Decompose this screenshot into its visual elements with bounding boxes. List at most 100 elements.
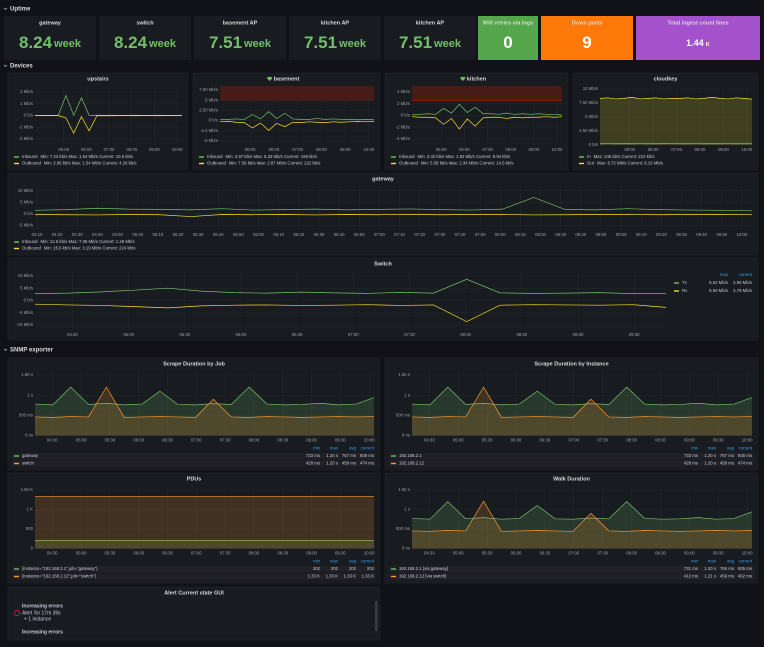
y-tick-label: 10 Mb/s [18, 273, 33, 278]
x-tick-label: 09:30 [629, 332, 640, 337]
x-tick-label: 07:50 [475, 232, 486, 237]
series-area [35, 387, 374, 436]
x-tick-label: 06:20 [293, 232, 304, 237]
legend-row [12, 565, 376, 573]
legend-stats: Max: 8.72 Mb/s Current: 8.16 Mb/s [597, 161, 663, 166]
y-tick-label: -5 Mb/s [19, 223, 33, 228]
legend-header: current [739, 446, 753, 451]
stat-panel [289, 16, 381, 60]
alert-more: + 1 instance [24, 616, 51, 622]
x-tick-label: 10:00 [737, 232, 748, 237]
series-line [411, 386, 753, 406]
panel [7, 586, 381, 641]
scrollbar [375, 601, 378, 631]
x-tick-label: 09:00 [528, 147, 539, 152]
x-tick-label: 09:40 [696, 232, 707, 237]
x-tick-label: 07:30 [597, 551, 608, 556]
x-tick-label: 08:00 [316, 147, 327, 152]
x-tick-label: 09:00 [684, 438, 695, 443]
panel [384, 357, 759, 471]
x-tick-label: 05:00 [58, 147, 69, 152]
x-tick-label: 07:40 [455, 232, 466, 237]
legend-swatch [14, 575, 19, 578]
y-tick-label: 1.50 s [398, 372, 410, 377]
x-tick-label: 10:00 [742, 438, 753, 443]
legend-name: gateway [22, 453, 39, 458]
y-tick-label: 0 ns [402, 433, 410, 438]
legend-value: 459 ms [720, 574, 734, 579]
x-tick-label: 06:30 [540, 438, 551, 443]
x-tick-label: 09:00 [306, 551, 317, 556]
legend-header: min [313, 446, 321, 451]
x-tick-label: 09:30 [713, 438, 724, 443]
legend-stats: Min: 3.32 kb/s Max: 1.92 Mb/s Current: 8… [418, 154, 511, 159]
panel-title: Walk Duration [553, 476, 590, 482]
panel [572, 72, 759, 171]
panel-title: upstairs [87, 76, 108, 82]
y-tick-label: 0 b/s [24, 298, 33, 303]
y-tick-label: 0 [31, 546, 34, 551]
x-tick-label: 06:30 [162, 551, 173, 556]
legend-swatch [14, 241, 19, 243]
row-title: Devices [10, 64, 33, 70]
x-tick-label: 04:10 [32, 232, 43, 237]
x-tick-label: 07:00 [104, 147, 115, 152]
legend-value: 412 ms [684, 574, 698, 579]
y-tick-label: 500 ms [19, 412, 33, 417]
panel [384, 472, 759, 584]
threshold-region [412, 86, 562, 101]
series-area [35, 496, 374, 549]
y-tick-label: -2.5 Mb/s [200, 128, 218, 133]
x-tick-label: 09:30 [335, 438, 346, 443]
series-line [34, 278, 666, 294]
stat-value: 7.51 week [209, 33, 272, 52]
x-tick-label: 06:50 [354, 232, 365, 237]
x-tick-label: 10:00 [172, 147, 183, 152]
x-tick-label: 06:00 [133, 551, 144, 556]
legend-header: avg [349, 446, 357, 451]
legend-value: 1.33 K [344, 574, 357, 579]
legend-name: 192.168.2.12 [399, 461, 425, 466]
legend-row [12, 573, 376, 580]
x-tick-label: 07:20 [414, 232, 425, 237]
legend-row [12, 460, 376, 467]
legend-stats: Min: 12.6 kb/s Max: 7.05 Mb/s Current: 1… [41, 239, 135, 244]
series-area [600, 97, 752, 145]
legend-swatch [199, 162, 204, 165]
y-tick-label: 0 ns [25, 433, 33, 438]
y-tick-label: 7.50 Mb/s [199, 87, 218, 92]
legend-value: 202 [349, 566, 357, 571]
x-tick-label: 08:30 [655, 438, 666, 443]
series-area [412, 501, 752, 549]
x-tick-label: 05:40 [213, 232, 224, 237]
x-tick-label: 07:00 [482, 147, 493, 152]
legend-stats: Max: 245 kb/s Current: 222 kb/s [594, 154, 655, 159]
panel [7, 472, 381, 584]
x-tick-label: 08:00 [626, 438, 637, 443]
series-line [34, 213, 753, 217]
panel-title: kitchen [467, 76, 487, 82]
series-line [219, 111, 375, 121]
legend-value: 1.33 K [326, 574, 339, 579]
legend-header: avg [727, 559, 735, 564]
x-tick-label: 09:10 [636, 232, 647, 237]
series-line [411, 103, 563, 116]
y-tick-label: 1.50 s [398, 487, 410, 492]
x-tick-label: 04:30 [72, 232, 83, 237]
stat-title: basement AP [223, 20, 258, 26]
x-tick-label: 07:00 [191, 551, 202, 556]
legend-stats: Min: 25.6 kb/s Max: 3.19 Mb/s Current: 2… [44, 246, 135, 251]
stat-panel [478, 16, 538, 60]
y-tick-label: -4 Mb/s [396, 136, 410, 141]
legend-value: 1.20 s [326, 453, 338, 458]
legend-stats: Min: 7.59 kb/s Max: 2.87 Mb/s Current: 2… [229, 161, 320, 166]
x-tick-label: 07:00 [671, 147, 682, 152]
legend-value: 1.20 s [704, 566, 716, 571]
legend-value: 731 ms [684, 566, 698, 571]
legend-swatch [14, 462, 19, 465]
legend-name: Out [587, 161, 595, 166]
x-tick-label: 05:30 [105, 438, 116, 443]
legend-swatch [14, 162, 19, 165]
stat-number: 8.24 [114, 33, 148, 52]
stat-panel [194, 16, 286, 60]
